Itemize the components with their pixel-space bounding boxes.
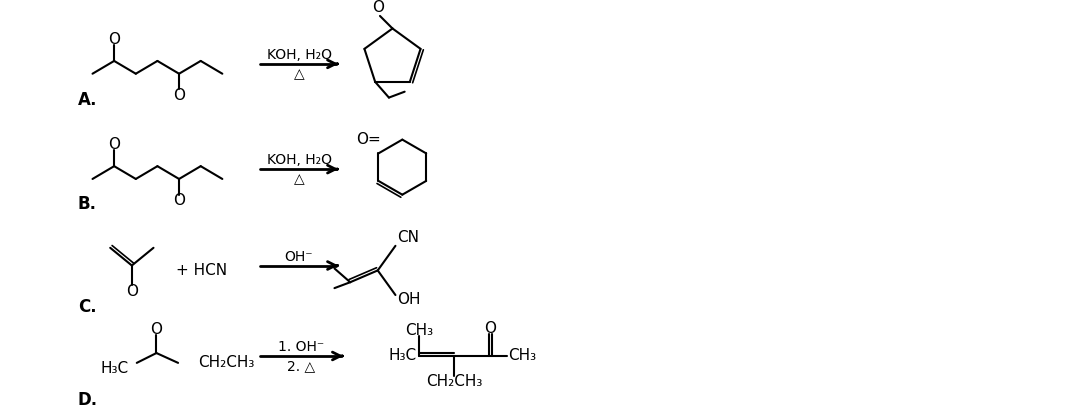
Text: A.: A. <box>78 91 97 109</box>
Text: OH⁻: OH⁻ <box>285 250 314 264</box>
Text: B.: B. <box>78 195 96 212</box>
Text: 1. OH⁻: 1. OH⁻ <box>278 340 325 354</box>
Text: △: △ <box>293 67 304 81</box>
Text: O: O <box>108 137 120 152</box>
Text: OH: OH <box>397 293 421 308</box>
Text: O: O <box>173 193 185 208</box>
Text: O: O <box>484 321 496 336</box>
Text: O: O <box>150 322 162 337</box>
Text: H₃C: H₃C <box>388 349 417 364</box>
Text: + HCN: + HCN <box>176 263 227 278</box>
Text: O: O <box>173 88 185 103</box>
Text: O=: O= <box>356 132 381 147</box>
Text: △: △ <box>293 172 304 186</box>
Text: CH₂CH₃: CH₂CH₃ <box>198 355 254 370</box>
Text: KOH, H₂O: KOH, H₂O <box>266 48 331 62</box>
Text: CH₃: CH₃ <box>509 349 537 364</box>
Text: O: O <box>372 0 384 15</box>
Text: 2. △: 2. △ <box>288 359 316 373</box>
Text: D.: D. <box>78 391 97 409</box>
Text: O: O <box>126 283 137 298</box>
Text: CN: CN <box>397 230 420 245</box>
Text: H₃C: H₃C <box>101 361 129 376</box>
Text: CH₃: CH₃ <box>405 323 433 338</box>
Text: O: O <box>108 32 120 47</box>
Text: C.: C. <box>78 298 96 316</box>
Text: KOH, H₂O: KOH, H₂O <box>266 153 331 167</box>
Text: CH₂CH₃: CH₂CH₃ <box>426 374 483 389</box>
